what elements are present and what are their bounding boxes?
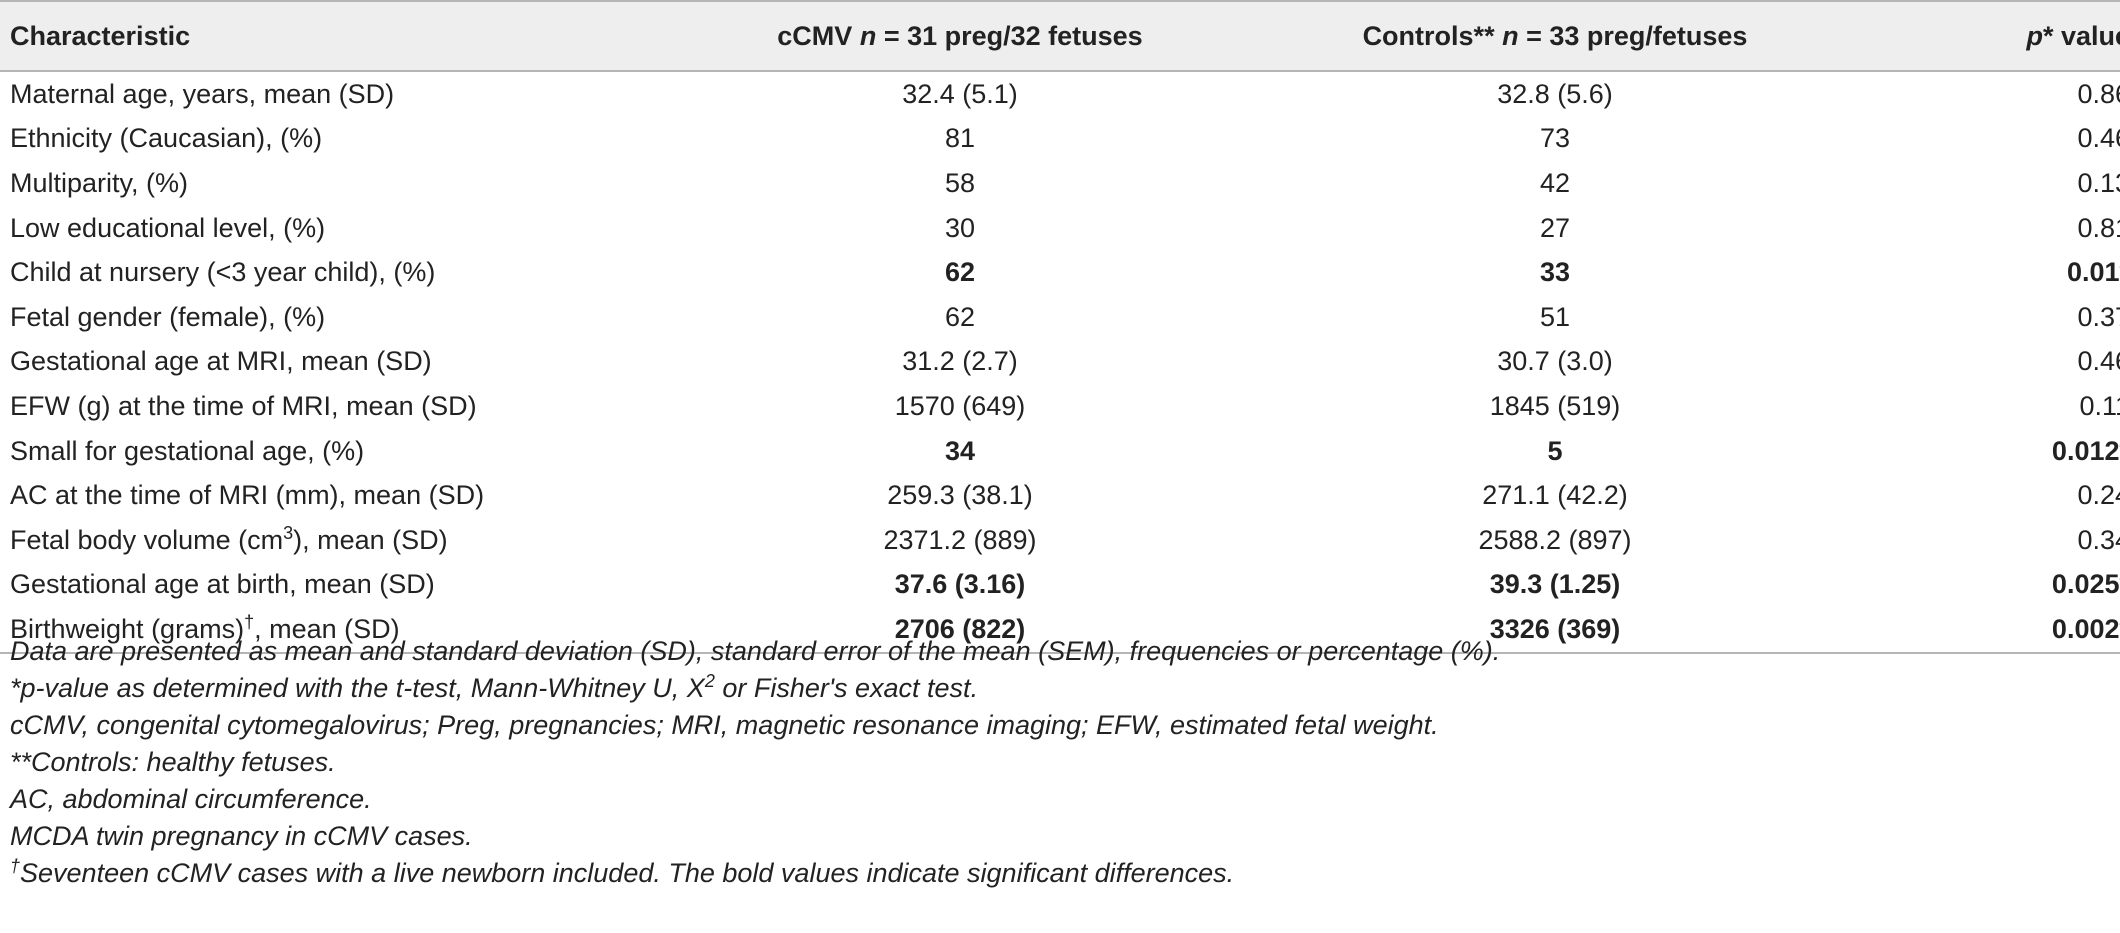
ccmv-value: 30	[944, 212, 976, 243]
p-value: 0.86	[2077, 78, 2120, 109]
row-label: AC at the time of MRI (mm), mean (SD)	[10, 480, 485, 511]
table-row: Small for gestational age, (%) 34 5 0.01…	[0, 429, 2120, 474]
row-label: Gestational age at birth, mean (SD)	[10, 569, 435, 600]
table-footnotes: Data are presented as mean and standard …	[10, 633, 1500, 892]
table-header: Characteristic cCMV n = 31 preg/32 fetus…	[0, 0, 2120, 72]
ccmv-value: 34	[944, 435, 976, 466]
table-row: Ethnicity (Caucasian), (%) 81 73 0.46	[0, 117, 2120, 162]
p-value: 0.81	[2077, 212, 2120, 243]
footnote-dagger: †Seventeen cCMV cases with a live newbor…	[10, 856, 1235, 888]
row-label: Birthweight (grams)†, mean (SD)	[0, 607, 770, 654]
table-row: Fetal body volume (cm3), mean (SD) 2371.…	[0, 518, 2120, 563]
controls-value: 51	[1539, 301, 1571, 332]
row-label: Child at nursery (<3 year child), (%)	[10, 257, 436, 288]
controls-value: 30.7 (3.0)	[1497, 346, 1613, 377]
controls-value: 32.8 (5.6)	[1497, 78, 1613, 109]
p-value: 0.37	[2077, 301, 2120, 332]
p-value: 0.025*	[2051, 569, 2120, 600]
table-row: AC at the time of MRI (mm), mean (SD) 25…	[0, 473, 2120, 518]
table-row: Maternal age, years, mean (SD) 32.4 (5.1…	[0, 71, 2120, 117]
controls-value: 3326 (369)	[1150, 607, 1960, 654]
p-value: 0.34	[2077, 524, 2120, 555]
p-value: 0.01*	[2066, 257, 2120, 288]
p-value: 0.46	[2077, 346, 2120, 377]
controls-value: 1845 (519)	[1489, 390, 1621, 421]
row-label: Small for gestational age, (%)	[10, 435, 365, 466]
header-p-value: p* value	[1960, 0, 2120, 72]
footnote-abbreviations: cCMV, congenital cytomegalovirus; Preg, …	[10, 710, 1439, 740]
ccmv-value: 37.6 (3.16)	[894, 569, 1026, 600]
controls-value: 271.1 (42.2)	[1482, 480, 1628, 511]
controls-value: 39.3 (1.25)	[1489, 569, 1621, 600]
controls-value: 27	[1539, 212, 1571, 243]
ccmv-value: 62	[944, 257, 976, 288]
p-value: 0.012*	[2051, 435, 2120, 466]
table-row: Multiparity, (%) 58 42 0.13	[0, 161, 2120, 206]
row-label: Low educational level, (%)	[10, 212, 326, 243]
characteristics-table-container: Characteristic cCMV n = 31 preg/32 fetus…	[0, 0, 2120, 654]
footnote-p-value: *p-value as determined with the t-test, …	[10, 671, 979, 703]
row-label: Multiparity, (%)	[10, 167, 189, 198]
p-value: 0.24	[2077, 480, 2120, 511]
row-label: Fetal body volume (cm3), mean (SD)	[10, 522, 448, 555]
footnote-data-presentation: Data are presented as mean and standard …	[10, 636, 1501, 666]
p-value: 0.13	[2077, 167, 2120, 198]
table-row: Child at nursery (<3 year child), (%) 62…	[0, 250, 2120, 295]
row-label: Gestational age at MRI, mean (SD)	[10, 346, 432, 377]
controls-value: 33	[1539, 257, 1571, 288]
ccmv-value: 58	[944, 167, 976, 198]
ccmv-value: 62	[944, 301, 976, 332]
row-label: Maternal age, years, mean (SD)	[10, 78, 395, 109]
table-row: Gestational age at birth, mean (SD) 37.6…	[0, 563, 2120, 608]
row-label: Ethnicity (Caucasian), (%)	[10, 123, 323, 154]
p-value: 0.002*	[1960, 607, 2120, 654]
p-value: 0.11	[2079, 390, 2120, 421]
table-body: Maternal age, years, mean (SD) 32.4 (5.1…	[0, 71, 2120, 654]
header-characteristic: Characteristic	[0, 0, 770, 72]
table-row: EFW (g) at the time of MRI, mean (SD) 15…	[0, 384, 2120, 429]
controls-value: 5	[1547, 435, 1563, 466]
p-value: 0.46	[2077, 123, 2120, 154]
table-row: Low educational level, (%) 30 27 0.81	[0, 206, 2120, 251]
ccmv-value: 81	[944, 123, 976, 154]
controls-value: 2588.2 (897)	[1478, 524, 1632, 555]
ccmv-value: 2371.2 (889)	[883, 524, 1037, 555]
footnote-mcda: MCDA twin pregnancy in cCMV cases.	[10, 821, 473, 851]
controls-value: 42	[1539, 167, 1571, 198]
ccmv-value: 259.3 (38.1)	[887, 480, 1033, 511]
ccmv-value: 1570 (649)	[894, 390, 1026, 421]
table-row: Fetal gender (female), (%) 62 51 0.37	[0, 295, 2120, 340]
footnote-ac: AC, abdominal circumference.	[10, 784, 372, 814]
table-row: Gestational age at MRI, mean (SD) 31.2 (…	[0, 340, 2120, 385]
header-controls: Controls** n = 33 preg/fetuses	[1150, 0, 1960, 72]
footnote-controls: **Controls: healthy fetuses.	[10, 747, 336, 777]
controls-value: 73	[1539, 123, 1571, 154]
table-row: Birthweight (grams)†, mean (SD) 2706 (82…	[0, 607, 2120, 654]
row-label: EFW (g) at the time of MRI, mean (SD)	[10, 390, 477, 421]
row-label: Fetal gender (female), (%)	[10, 301, 326, 332]
ccmv-value: 2706 (822)	[770, 607, 1150, 654]
ccmv-value: 32.4 (5.1)	[902, 78, 1018, 109]
header-row: Characteristic cCMV n = 31 preg/32 fetus…	[0, 0, 2120, 72]
characteristics-table: Characteristic cCMV n = 31 preg/32 fetus…	[0, 0, 2120, 654]
ccmv-value: 31.2 (2.7)	[902, 346, 1018, 377]
header-ccmv: cCMV n = 31 preg/32 fetuses	[770, 0, 1150, 72]
